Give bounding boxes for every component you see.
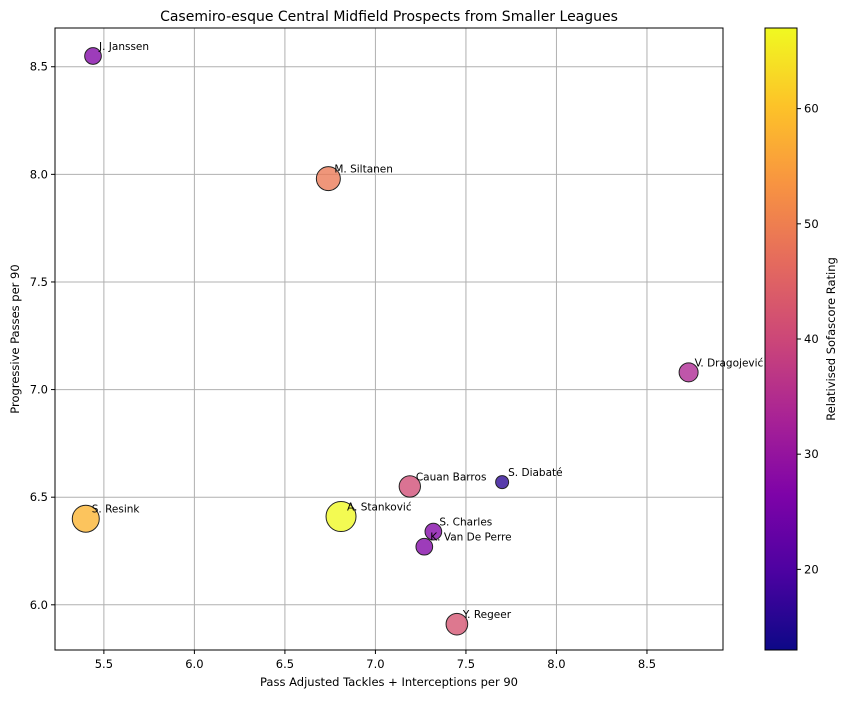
data-point bbox=[84, 47, 102, 65]
colorbar-tick-label: 30 bbox=[804, 447, 819, 461]
y-axis-ticks: 6.0 6.5 7.0 7.5 8.0 8.5 bbox=[30, 60, 55, 612]
y-tick-label: 6.5 bbox=[30, 490, 48, 504]
data-point bbox=[424, 522, 443, 541]
point-label: J. Janssen bbox=[98, 41, 149, 53]
y-tick-label: 7.5 bbox=[30, 275, 48, 289]
data-point bbox=[325, 501, 357, 533]
x-tick-label: 7.5 bbox=[457, 657, 475, 671]
colorbar-tick-label: 50 bbox=[804, 217, 819, 231]
x-tick-label: 8.5 bbox=[638, 657, 656, 671]
point-label: K. Van De Perre bbox=[430, 532, 511, 544]
x-tick-label: 6.0 bbox=[185, 657, 203, 671]
point-label: A. Stanković bbox=[347, 502, 412, 514]
colorbar-tick-label: 60 bbox=[804, 102, 819, 116]
colorbar-ticks: 20 30 40 50 60 bbox=[797, 102, 819, 576]
points-layer bbox=[71, 47, 699, 636]
y-tick-label: 7.0 bbox=[30, 383, 48, 397]
y-tick-label: 6.0 bbox=[30, 598, 48, 612]
data-point bbox=[415, 537, 434, 556]
y-axis-label: Progressive Passes per 90 bbox=[8, 264, 22, 413]
point-label: S. Diabaté bbox=[508, 467, 562, 479]
x-axis-ticks: 5.5 6.0 6.5 7.0 7.5 8.0 8.5 bbox=[95, 650, 656, 671]
data-point bbox=[315, 166, 341, 192]
point-labels-layer: J. Janssen M. Siltanen V. Dragojević S. Dia… bbox=[92, 41, 764, 621]
x-tick-label: 6.5 bbox=[276, 657, 294, 671]
colorbar-tick-label: 20 bbox=[804, 562, 819, 576]
data-point bbox=[445, 612, 469, 636]
y-tick-label: 8.5 bbox=[30, 60, 48, 74]
colorbar-label: Relativised Sofascore Rating bbox=[824, 257, 838, 421]
data-point bbox=[398, 475, 421, 498]
data-point bbox=[678, 362, 699, 383]
point-label: S. Resink bbox=[92, 504, 141, 516]
chart-title: Casemiro-esque Central Midfield Prospect… bbox=[160, 9, 618, 25]
x-axis-label: Pass Adjusted Tackles + Interceptions pe… bbox=[260, 675, 518, 689]
x-tick-label: 7.0 bbox=[366, 657, 384, 671]
data-point bbox=[71, 504, 100, 533]
point-label: Y. Regeer bbox=[462, 609, 512, 621]
y-tick-label: 8.0 bbox=[30, 167, 48, 181]
point-label: Cauan Barros bbox=[416, 471, 487, 483]
point-label: S. Charles bbox=[439, 517, 492, 529]
x-tick-label: 8.0 bbox=[547, 657, 565, 671]
grid bbox=[55, 28, 723, 650]
x-tick-label: 5.5 bbox=[95, 657, 113, 671]
plot-frame bbox=[54, 27, 724, 651]
data-point bbox=[495, 475, 510, 490]
point-label: V. Dragojević bbox=[695, 357, 764, 369]
colorbar-tick-label: 40 bbox=[804, 332, 819, 346]
point-label: M. Siltanen bbox=[334, 164, 393, 176]
colorbar bbox=[764, 27, 798, 651]
